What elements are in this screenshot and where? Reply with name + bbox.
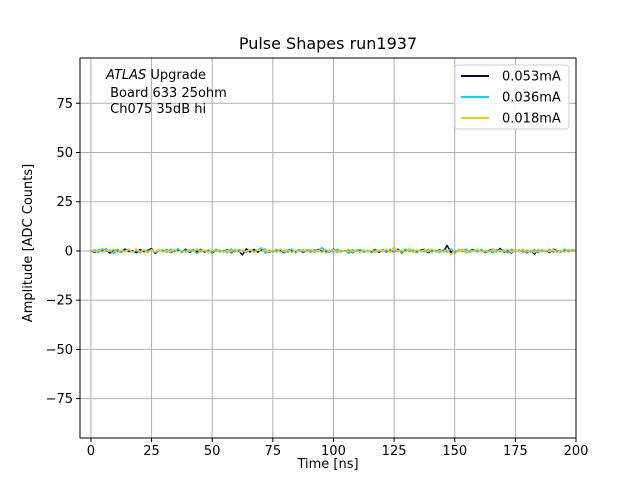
- chart-title: Pulse Shapes run1937: [239, 34, 417, 53]
- y-tick-label: 25: [56, 195, 73, 210]
- annotation-upgrade-text: Upgrade: [146, 68, 206, 83]
- x-tick-label: 200: [564, 444, 589, 459]
- y-tick-label: 0: [65, 244, 73, 259]
- y-axis-label: Amplitude [ADC Counts]: [21, 164, 36, 322]
- annotation-atlas-text: ATLAS: [105, 68, 146, 83]
- x-tick-label: 150: [442, 444, 467, 459]
- series-line-3: [90, 245, 577, 256]
- x-axis-label: Time [ns]: [296, 457, 358, 472]
- x-tick-label: 25: [143, 444, 160, 459]
- legend-label-1: 0.053mA: [502, 70, 561, 85]
- x-tick-label: 175: [503, 444, 528, 459]
- legend-label-2: 0.036mA: [502, 91, 561, 106]
- y-tick-label: 50: [56, 146, 73, 161]
- x-tick-label: 75: [265, 444, 282, 459]
- annotation-line-3: Ch075 35dB hi: [106, 102, 206, 117]
- y-tick-label: −25: [46, 294, 73, 309]
- legend-box: [454, 64, 570, 130]
- y-tick-label: 75: [56, 97, 73, 112]
- annotation-line-2: Board 633 25ohm: [106, 86, 227, 101]
- plot-area-frame: [79, 57, 577, 439]
- axis-ticks: 0 25 50 75 100 125 150 175 200 −75 −50 −25 0 25 50 75: [46, 97, 589, 459]
- x-tick-label: 100: [321, 444, 346, 459]
- y-tick-label: −50: [46, 343, 73, 358]
- legend-label-3: 0.018mA: [502, 112, 561, 127]
- x-tick-label: 50: [204, 444, 221, 459]
- y-tick-label: −75: [46, 392, 73, 407]
- atlas-annotation: ATLAS Upgrade Board 633 25ohm Ch075 35dB…: [105, 68, 227, 117]
- series-lines: [90, 244, 577, 256]
- x-tick-label: 125: [382, 444, 407, 459]
- x-tick-label: 0: [87, 444, 95, 459]
- legend: 0.053mA 0.036mA 0.018mA: [454, 64, 570, 130]
- annotation-line-1: ATLAS Upgrade: [105, 68, 206, 83]
